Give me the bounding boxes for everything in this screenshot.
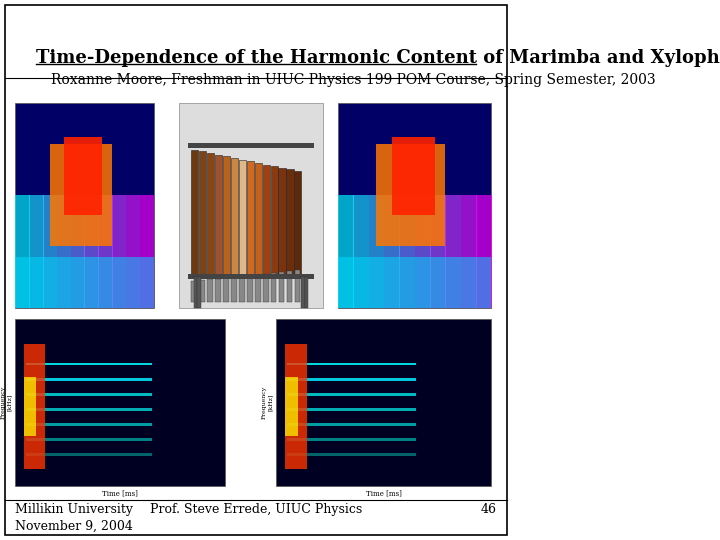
FancyBboxPatch shape bbox=[294, 171, 302, 277]
FancyBboxPatch shape bbox=[295, 271, 300, 302]
FancyBboxPatch shape bbox=[476, 195, 492, 308]
FancyBboxPatch shape bbox=[287, 423, 416, 426]
FancyBboxPatch shape bbox=[222, 157, 230, 277]
FancyBboxPatch shape bbox=[338, 103, 492, 308]
FancyBboxPatch shape bbox=[192, 281, 197, 302]
FancyBboxPatch shape bbox=[112, 195, 127, 308]
FancyBboxPatch shape bbox=[446, 195, 462, 308]
Text: Frequency
[kHz]: Frequency [kHz] bbox=[262, 386, 273, 419]
FancyBboxPatch shape bbox=[15, 319, 225, 486]
FancyBboxPatch shape bbox=[230, 158, 238, 277]
Text: Millikin University: Millikin University bbox=[15, 503, 133, 516]
FancyBboxPatch shape bbox=[207, 153, 214, 277]
FancyBboxPatch shape bbox=[15, 256, 153, 308]
Text: Roxanne Moore, Freshman in UIUC Physics 199 POM Course, Spring Semester, 2003: Roxanne Moore, Freshman in UIUC Physics … bbox=[51, 73, 656, 87]
FancyBboxPatch shape bbox=[43, 195, 58, 308]
Text: November 9, 2004: November 9, 2004 bbox=[15, 519, 133, 532]
FancyBboxPatch shape bbox=[287, 170, 294, 277]
FancyBboxPatch shape bbox=[271, 273, 276, 302]
FancyBboxPatch shape bbox=[271, 166, 277, 277]
FancyBboxPatch shape bbox=[26, 378, 152, 381]
FancyBboxPatch shape bbox=[194, 277, 197, 308]
FancyBboxPatch shape bbox=[207, 280, 212, 302]
FancyBboxPatch shape bbox=[197, 277, 201, 308]
FancyBboxPatch shape bbox=[338, 195, 354, 308]
FancyBboxPatch shape bbox=[264, 274, 269, 302]
FancyBboxPatch shape bbox=[50, 144, 112, 246]
FancyBboxPatch shape bbox=[231, 277, 237, 302]
FancyBboxPatch shape bbox=[140, 195, 154, 308]
FancyBboxPatch shape bbox=[238, 160, 246, 277]
Text: Time [ms]: Time [ms] bbox=[102, 490, 138, 498]
Text: Time [ms]: Time [ms] bbox=[366, 490, 402, 498]
FancyBboxPatch shape bbox=[377, 144, 446, 246]
FancyBboxPatch shape bbox=[26, 423, 152, 426]
FancyBboxPatch shape bbox=[287, 378, 416, 381]
FancyBboxPatch shape bbox=[26, 393, 152, 396]
FancyBboxPatch shape bbox=[215, 279, 220, 302]
Text: Prof. Steve Errede, UIUC Physics: Prof. Steve Errede, UIUC Physics bbox=[150, 503, 362, 516]
FancyBboxPatch shape bbox=[191, 150, 198, 277]
FancyBboxPatch shape bbox=[279, 272, 284, 302]
FancyBboxPatch shape bbox=[24, 344, 45, 469]
FancyBboxPatch shape bbox=[26, 438, 152, 441]
Text: Frequency
[kHz]: Frequency [kHz] bbox=[1, 386, 12, 419]
FancyBboxPatch shape bbox=[384, 195, 400, 308]
FancyBboxPatch shape bbox=[400, 195, 415, 308]
FancyBboxPatch shape bbox=[188, 274, 314, 279]
FancyBboxPatch shape bbox=[215, 155, 222, 277]
FancyBboxPatch shape bbox=[430, 195, 446, 308]
FancyBboxPatch shape bbox=[30, 195, 43, 308]
FancyBboxPatch shape bbox=[64, 138, 102, 215]
FancyBboxPatch shape bbox=[255, 163, 261, 277]
FancyBboxPatch shape bbox=[276, 319, 492, 486]
FancyBboxPatch shape bbox=[287, 393, 416, 396]
FancyBboxPatch shape bbox=[239, 276, 245, 302]
Text: 46: 46 bbox=[480, 503, 497, 516]
FancyBboxPatch shape bbox=[354, 195, 369, 308]
FancyBboxPatch shape bbox=[392, 138, 435, 215]
FancyBboxPatch shape bbox=[246, 161, 253, 277]
FancyBboxPatch shape bbox=[126, 195, 140, 308]
FancyBboxPatch shape bbox=[256, 274, 261, 302]
FancyBboxPatch shape bbox=[199, 280, 204, 302]
Text: Time-Dependence of the Harmonic Content of Marimba and Xylophone:: Time-Dependence of the Harmonic Content … bbox=[36, 49, 720, 66]
FancyBboxPatch shape bbox=[223, 278, 228, 302]
FancyBboxPatch shape bbox=[179, 103, 323, 308]
FancyBboxPatch shape bbox=[199, 151, 206, 277]
FancyBboxPatch shape bbox=[84, 195, 99, 308]
FancyBboxPatch shape bbox=[369, 195, 384, 308]
FancyBboxPatch shape bbox=[26, 453, 152, 456]
FancyBboxPatch shape bbox=[287, 408, 416, 410]
FancyBboxPatch shape bbox=[57, 195, 71, 308]
FancyBboxPatch shape bbox=[99, 195, 112, 308]
FancyBboxPatch shape bbox=[15, 195, 30, 308]
FancyBboxPatch shape bbox=[287, 363, 416, 366]
FancyBboxPatch shape bbox=[305, 277, 308, 308]
FancyBboxPatch shape bbox=[71, 195, 85, 308]
FancyBboxPatch shape bbox=[24, 377, 36, 436]
FancyBboxPatch shape bbox=[338, 256, 492, 308]
FancyBboxPatch shape bbox=[287, 453, 416, 456]
FancyBboxPatch shape bbox=[248, 275, 253, 302]
FancyBboxPatch shape bbox=[285, 344, 307, 469]
FancyBboxPatch shape bbox=[279, 168, 286, 277]
FancyBboxPatch shape bbox=[461, 195, 477, 308]
FancyBboxPatch shape bbox=[287, 271, 292, 302]
FancyBboxPatch shape bbox=[415, 195, 431, 308]
FancyBboxPatch shape bbox=[287, 438, 416, 441]
FancyBboxPatch shape bbox=[26, 408, 152, 410]
FancyBboxPatch shape bbox=[15, 103, 153, 308]
FancyBboxPatch shape bbox=[188, 143, 314, 148]
FancyBboxPatch shape bbox=[301, 277, 305, 308]
FancyBboxPatch shape bbox=[26, 363, 152, 366]
FancyBboxPatch shape bbox=[285, 377, 298, 436]
FancyBboxPatch shape bbox=[263, 165, 269, 277]
